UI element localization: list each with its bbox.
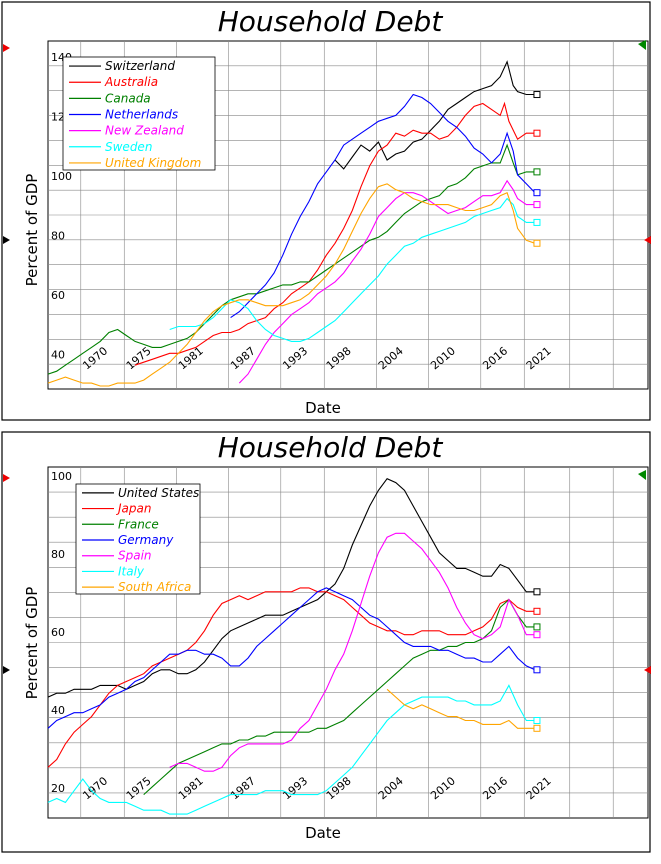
legend-entry: Italy: [118, 564, 145, 578]
legend-entry: Germany: [118, 533, 174, 547]
series-end-marker: [533, 218, 541, 226]
series-end-marker: [533, 168, 541, 176]
series-end-marker: [533, 189, 541, 197]
legend-entry: France: [118, 517, 159, 531]
series-end-marker: [533, 623, 541, 631]
series-line-france: [143, 598, 535, 796]
green-marker: [638, 470, 646, 480]
legend-entry: South Africa: [118, 580, 191, 594]
series-line-south-africa: [386, 688, 535, 729]
chart-title: Household Debt: [218, 431, 444, 464]
series-line-switzerland: [334, 60, 535, 170]
edge-markers: [3, 470, 651, 674]
legend-entry: Spain: [118, 549, 152, 563]
series-line-sweden: [169, 197, 535, 342]
series-end-marker: [533, 724, 541, 732]
series-end-marker: [533, 129, 541, 137]
legend-entry: Japan: [116, 502, 151, 516]
y-tick-label: 20: [51, 782, 65, 795]
black-marker: [3, 666, 10, 674]
legend: Switzerland Australia Canada Netherlands New…: [62, 56, 216, 171]
red-marker: [644, 236, 651, 244]
y-tick-label: 60: [51, 289, 65, 302]
series-end-marker: [533, 588, 541, 596]
series-end-marker: [533, 607, 541, 615]
legend-entry: New Zealand: [105, 124, 184, 138]
series-end-marker: [533, 201, 541, 209]
series-end-marker: [533, 239, 541, 247]
y-tick-label: 80: [51, 548, 65, 561]
series-line-germany: [47, 587, 536, 729]
series-line-united-kingdom: [47, 183, 536, 387]
series-end-marker: [533, 666, 541, 674]
series-line-canada: [47, 143, 535, 375]
y-tick-label: 100: [51, 170, 72, 183]
x-axis-label: Date: [305, 824, 341, 842]
red-marker: [3, 44, 10, 52]
legend-entry: Netherlands: [105, 108, 178, 122]
series-line-united-states: [47, 478, 535, 698]
legend-entry: United Kingdom: [105, 156, 201, 170]
green-marker: [638, 40, 646, 50]
series-end-marker: [533, 91, 541, 99]
series-line-australia: [134, 101, 535, 366]
series-line-netherlands: [230, 93, 536, 319]
series-end-marker: [533, 631, 541, 639]
legend-box: [75, 483, 201, 595]
legend-entry: Sweden: [105, 140, 152, 154]
red-marker: [644, 666, 651, 674]
y-tick-label: 100: [51, 470, 72, 483]
legend-entry: Switzerland: [105, 59, 175, 73]
series-line-new-zealand: [238, 179, 535, 384]
y-tick-label: 40: [51, 704, 65, 717]
series-line-spain: [169, 532, 535, 772]
legend-entry: United States: [118, 486, 199, 500]
black-marker: [3, 236, 10, 244]
x-axis-label: Date: [305, 399, 341, 417]
red-marker: [3, 474, 10, 482]
series-end-marker: [533, 717, 541, 724]
chart-title: Household Debt: [218, 5, 444, 38]
edge-markers: [3, 40, 651, 244]
y-tick-label: 40: [51, 348, 65, 361]
legend-box: [62, 56, 216, 171]
series-line-italy: [47, 684, 535, 815]
y-axis-label: Percent of GDP: [23, 174, 41, 287]
legend-entry: Australia: [104, 75, 158, 89]
y-axis-label: Percent of GDP: [23, 587, 41, 700]
series-line-japan: [47, 587, 535, 768]
y-tick-label: 80: [51, 229, 65, 242]
legend-entry: Canada: [105, 91, 151, 105]
y-tick-label: 60: [51, 626, 65, 639]
